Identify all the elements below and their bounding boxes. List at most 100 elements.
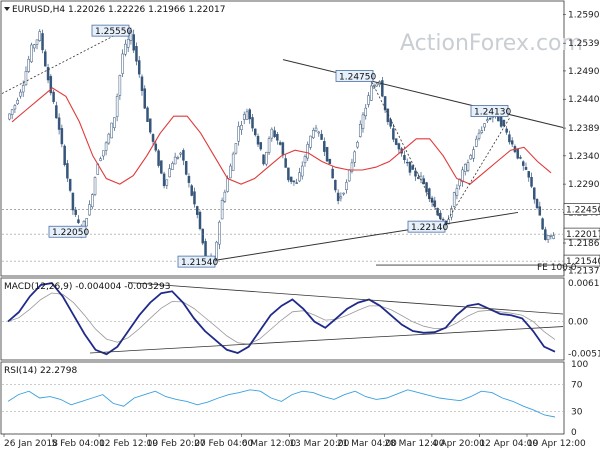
candle-body xyxy=(85,218,88,227)
candle-body xyxy=(383,96,387,111)
candle-body xyxy=(499,116,503,127)
candle-body xyxy=(21,85,25,93)
candle-body xyxy=(278,142,282,145)
price-annotation-box xyxy=(91,24,130,37)
candle-body xyxy=(124,43,127,55)
price-annotation-label: 1.22050 xyxy=(52,228,89,238)
candle-body xyxy=(458,178,461,187)
rsi-title: RSI(14) 22.2798 xyxy=(4,366,77,376)
candle-body xyxy=(237,126,240,142)
price-annotation-label: 1.22140 xyxy=(411,223,448,233)
candle-body xyxy=(325,146,329,162)
candle-body xyxy=(463,163,467,172)
candle-body xyxy=(533,187,536,200)
resistance-trendline xyxy=(282,59,564,129)
candle-body xyxy=(140,76,144,91)
price-annotation-box xyxy=(407,220,446,233)
candle-body xyxy=(450,208,453,218)
candle-body xyxy=(168,168,171,178)
fe-label: FE 100.0 xyxy=(537,263,577,273)
candle-body xyxy=(289,176,293,182)
candle-body xyxy=(295,182,298,184)
candle-body xyxy=(524,167,528,170)
macd-tick-label: -0.005124 xyxy=(568,350,600,360)
rsi-tick-label: 0 xyxy=(571,428,577,438)
candle-body xyxy=(132,34,135,51)
candle-body xyxy=(165,179,169,186)
x-tick-label: 13 Mar 20:00 xyxy=(289,439,349,449)
candle-body xyxy=(521,161,525,166)
candle-body xyxy=(527,171,531,178)
candle-body xyxy=(262,154,265,165)
candle-body xyxy=(306,144,309,159)
candle-body xyxy=(118,74,122,96)
candle-body xyxy=(469,155,472,160)
x-tick-label: 5 Feb 04:00 xyxy=(52,439,106,449)
candle-body xyxy=(16,99,19,105)
candle-body xyxy=(201,228,205,244)
candle-body xyxy=(303,156,307,164)
candle-body xyxy=(477,132,481,139)
macd-panel-frame xyxy=(0,277,565,361)
highlighted-price-box xyxy=(563,203,600,215)
candle-body xyxy=(433,200,437,207)
candle-body xyxy=(44,51,47,67)
candle-body xyxy=(452,192,456,207)
candle-body xyxy=(77,219,80,223)
candle-body xyxy=(60,128,64,145)
candle-body xyxy=(486,119,489,122)
candle-body xyxy=(93,177,97,195)
candle-body xyxy=(107,133,111,144)
candle-body xyxy=(447,219,450,225)
candle-body xyxy=(52,91,55,102)
candle-body xyxy=(49,76,53,94)
candle-body xyxy=(538,206,542,216)
candle-body xyxy=(91,194,94,208)
dropdown-triangle-icon[interactable] xyxy=(4,7,10,11)
macd-trendline-lower xyxy=(89,326,564,354)
x-tick-label: 6 Mar 12:00 xyxy=(242,439,297,449)
moving-average-line xyxy=(11,87,552,185)
candle-body xyxy=(516,149,519,159)
candle-body xyxy=(461,169,464,183)
candle-body xyxy=(193,191,196,205)
candle-body xyxy=(173,156,177,165)
candle-body xyxy=(350,162,354,172)
highlighted-price-box xyxy=(563,227,600,240)
candle-body xyxy=(270,128,274,139)
candle-body xyxy=(8,113,11,120)
candle-body xyxy=(345,182,348,191)
candle-body xyxy=(115,96,119,117)
price-tick-label: 1.22900 xyxy=(568,180,600,190)
x-tick-label: 21 Mar 04:00 xyxy=(337,439,397,449)
highlighted-price-box xyxy=(563,254,600,267)
candle-body xyxy=(292,180,296,183)
candle-body xyxy=(323,141,326,152)
price-annotation-label: 1.24130 xyxy=(474,108,511,118)
candle-body xyxy=(455,188,459,196)
candle-body xyxy=(55,105,58,119)
candle-body xyxy=(530,177,533,187)
x-tick-label: 26 Jan 2018 xyxy=(4,439,58,449)
candle-body xyxy=(151,134,155,142)
candle-body xyxy=(57,117,61,130)
candle-body xyxy=(273,130,276,138)
candle-body xyxy=(10,109,14,115)
macd-trendline-upper xyxy=(127,282,564,315)
rsi-series-group xyxy=(2,384,563,418)
candle-body xyxy=(251,117,254,129)
x-tick-label: 19 Feb 20:00 xyxy=(147,439,206,449)
candle-body xyxy=(41,33,44,51)
candle-body xyxy=(334,179,337,191)
candle-body xyxy=(231,153,235,171)
highlighted-price-label: 1.22017 xyxy=(566,230,600,240)
candle-body xyxy=(510,140,514,145)
candle-body xyxy=(113,117,116,129)
candle-body xyxy=(129,30,133,41)
candle-body xyxy=(475,138,478,147)
price-tick-label: 1.23890 xyxy=(568,124,600,134)
x-tick-label: 4 Apr 20:00 xyxy=(432,439,485,449)
x-tick-label: 19 Apr 12:00 xyxy=(527,439,586,449)
candle-body xyxy=(466,162,470,171)
